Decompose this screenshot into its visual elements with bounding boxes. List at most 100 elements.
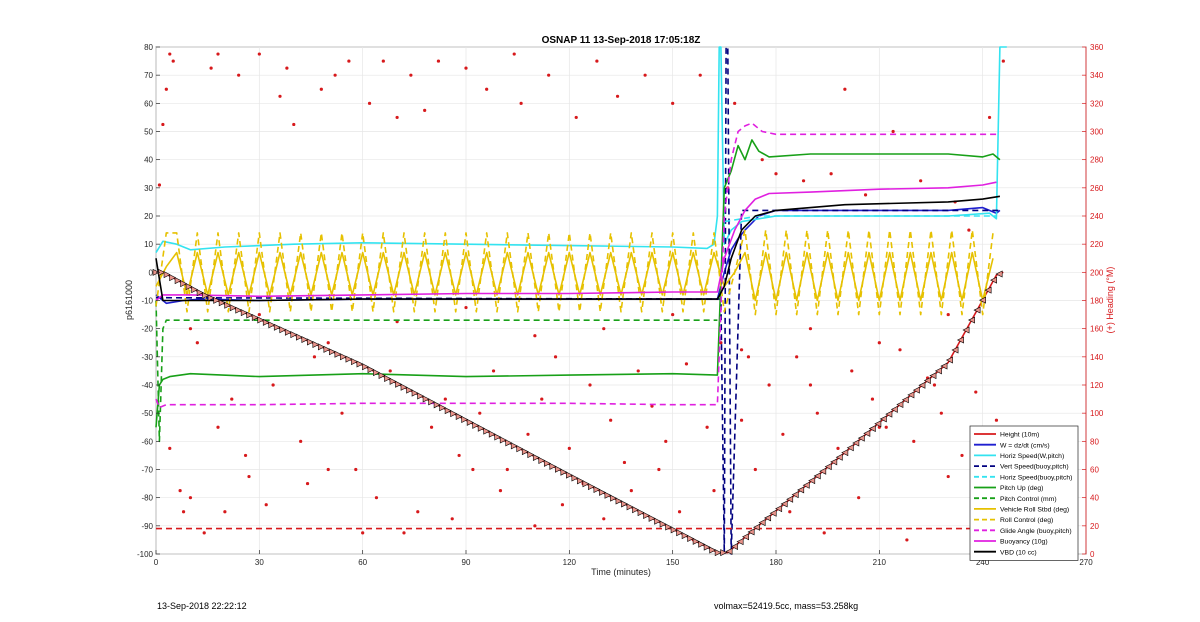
height-marker [362,363,370,371]
height-marker [207,294,215,302]
heading-point [774,172,778,176]
heading-point [202,531,206,535]
legend-label: Pitch Control (mm) [1000,496,1057,503]
height-marker [676,529,684,537]
height-marker [384,374,392,382]
heading-point [891,129,895,134]
height-marker [439,404,447,412]
legend-label: Height (10m) [1000,432,1039,439]
height-marker [736,538,744,546]
heading-point [795,355,799,359]
height-marker [262,318,270,326]
x-tick-label: 0 [154,558,159,567]
heading-point [574,115,578,120]
y2-tick-label: 340 [1090,71,1104,80]
heading-point [650,404,654,408]
legend-label: Horiz Speed(buoy,pitch) [1000,474,1072,481]
heading-point [974,390,978,394]
height-marker [934,367,942,375]
height-marker [549,462,557,470]
heading-point [788,510,792,514]
heading-point [733,101,737,105]
height-marker [444,407,452,415]
height-marker [725,547,733,555]
height-marker [301,336,309,344]
height-marker [240,309,248,317]
height-marker [235,306,243,314]
heading-point [671,101,675,105]
height-marker [582,480,590,488]
heading-point [533,524,537,528]
height-marker [852,439,860,447]
legend-label: Roll Control (deg) [1000,517,1053,524]
y2-tick-label: 260 [1090,184,1104,193]
footer-volume-mass: volmax=52419.5cc, mass=53.258kg [714,601,859,611]
heading-point [299,439,303,443]
footer-timestamp: 13-Sep-2018 22:22:12 [157,601,247,611]
heading-point [409,73,413,77]
height-marker [466,418,474,426]
y2-axis-label: (+) Heading (°M) [1105,267,1115,334]
heading-point [801,179,806,183]
height-marker [786,495,794,503]
y-tick-label: -100 [137,550,154,559]
heading-point [402,531,406,535]
height-marker [780,500,788,508]
series-line-glide-angle-buoy-pitch [155,122,997,409]
heading-point [808,383,813,387]
height-marker [218,299,226,307]
height-marker [604,491,612,499]
y-tick-label: 0 [149,268,154,277]
height-marker [896,401,904,409]
y-tick-labels: -100-90-80-70-60-50-40-30-20-10010203040… [137,43,160,559]
height-marker [648,514,656,522]
legend-box [969,425,1079,561]
heading-point [157,183,162,187]
height-marker [450,410,458,418]
height-marker [185,283,193,291]
y-tick-label: -90 [141,522,153,531]
heading-point [443,397,447,401]
y-tick-label: -10 [141,297,153,306]
heading-point [836,446,840,450]
y2-tick-label: 200 [1090,268,1104,277]
heading-point [168,52,172,56]
heading-point [863,193,868,197]
heading-point [161,122,165,127]
height-markers [152,268,1003,557]
height-marker [312,340,320,348]
heading-point [560,503,565,507]
height-marker [714,549,722,557]
y2-tick-label: 100 [1090,409,1104,418]
height-marker [747,528,755,536]
heading-point [319,87,323,91]
y-axis-label: p6161000 [124,280,134,320]
height-marker [571,474,579,482]
chart-title: OSNAP 11 13-Sep-2018 17:05:18Z [542,35,701,46]
series-line-vert-speed-buoy-pitch [155,46,1000,555]
heading-point [188,496,193,500]
height-marker [670,526,678,534]
heading-point [547,73,551,77]
height-marker [857,434,865,442]
height-marker [808,477,816,485]
heading-point [739,418,744,422]
height-marker [566,471,574,479]
heading-point [643,73,647,77]
y2-tick-labels: 0 20 40 60 80 100 120 140 160 180 200 220 240 260 280 3… [1082,43,1104,559]
height-marker [692,537,700,545]
heading-point [746,355,751,359]
heading-point [223,510,227,514]
heading-point [967,228,971,232]
y2-tick-label: 140 [1090,353,1104,362]
height-marker [483,427,491,435]
heading-point [243,453,248,458]
height-marker [632,506,640,514]
height-marker [191,286,199,294]
heading-point [602,327,606,331]
heading-point [912,439,916,443]
heading-point [195,341,199,345]
series-line-horiz-speed-buoy-pitch [724,215,997,223]
heading-point [781,432,785,436]
